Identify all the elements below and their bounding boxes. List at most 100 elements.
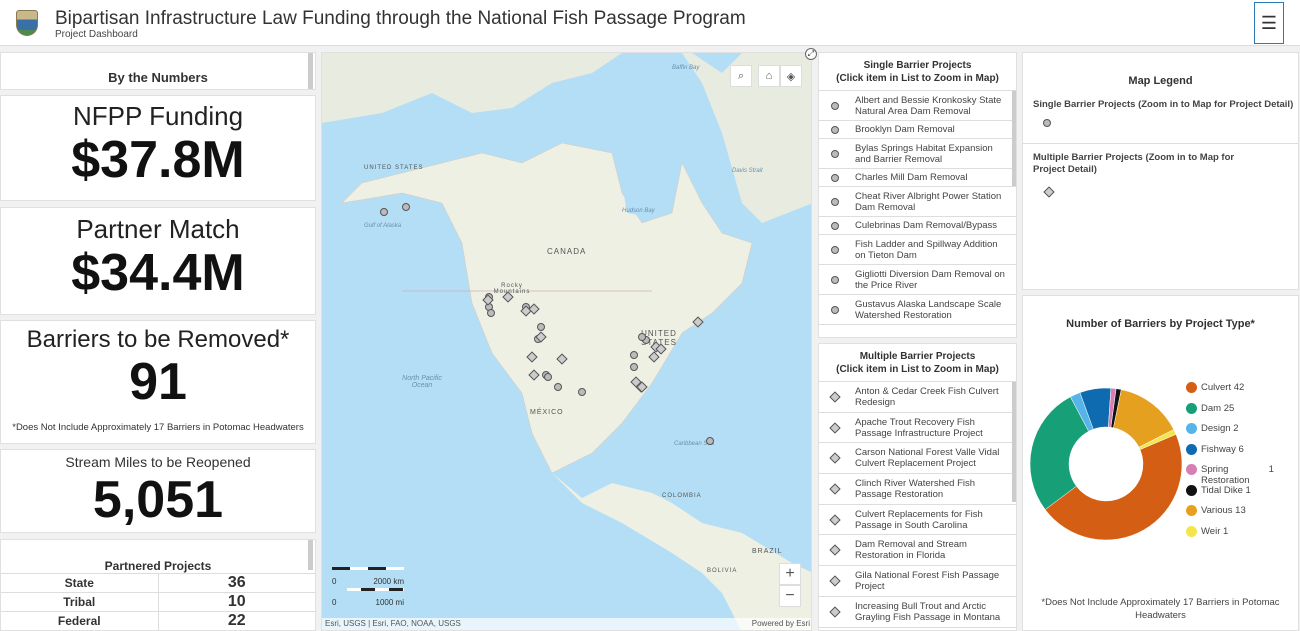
multiple-barrier-list: Multiple Barrier Projects (Click item in… (818, 343, 1017, 631)
legend-value: 1 (1245, 484, 1251, 496)
legend-single-label: Single Barrier Projects (Zoom in to Map … (1033, 99, 1294, 110)
map-label-us: UNITED STATES (641, 329, 677, 347)
list-item[interactable]: Carson National Forest Valle Vidal Culve… (819, 443, 1016, 475)
map-label-brazil: BRAZIL (752, 548, 783, 555)
layers-icon: ◈ (786, 70, 796, 83)
map-label-bolivia: BOLIVIA (707, 568, 738, 574)
circle-icon (831, 125, 839, 134)
donut-chart (1029, 387, 1183, 541)
project-name: Anton & Cedar Creek Fish Culvert Redesig… (855, 385, 999, 408)
barrier-type-chart: Number of Barriers by Project Type* Culv… (1022, 295, 1299, 631)
legend-swatch (1186, 484, 1197, 496)
diamond-symbol-icon (1043, 186, 1055, 198)
scale-zero: 0 (332, 598, 337, 607)
powered-by-esri[interactable]: Powered by Esri (751, 619, 810, 628)
home-button[interactable]: ⌂ (758, 65, 780, 87)
partner-type: Tribal (1, 592, 158, 612)
single-barrier-marker[interactable] (380, 208, 388, 216)
single-barrier-marker[interactable] (487, 309, 495, 317)
list-item[interactable]: Increasing Bull Trout and Arctic Graylin… (819, 597, 1016, 628)
donut-slice-culvert[interactable] (1044, 433, 1183, 541)
zoom-in-button[interactable]: + (779, 563, 801, 585)
search-icon: ⌕ (737, 69, 745, 82)
table-row: Federal 22 (1, 611, 315, 630)
legend-swatch (1186, 423, 1197, 434)
layers-button[interactable]: ◈ (780, 65, 802, 87)
legend-label: Fishway (1201, 443, 1236, 455)
project-name: Carson National Forest Valle Vidal Culve… (855, 447, 1000, 470)
list-item[interactable]: Gigliotti Diversion Dam Removal on the P… (819, 265, 1016, 295)
diamond-icon (829, 513, 841, 526)
circle-icon (831, 221, 839, 230)
single-barrier-marker[interactable] (402, 203, 410, 211)
donut-slice-weir[interactable] (1138, 429, 1177, 450)
legend-item[interactable]: Tidal Dike 1 (1186, 484, 1296, 506)
legend-label: Weir (1201, 525, 1221, 537)
legend-multiple-label: Multiple Barrier Projects (Zoom in to Ma… (1033, 152, 1235, 175)
map-label-canada: CANADA (547, 247, 587, 256)
indicator-value: 91 (129, 353, 187, 411)
diamond-icon (829, 421, 841, 434)
legend-label: Culvert (1201, 382, 1232, 393)
legend-item[interactable]: Culvert 42 (1186, 382, 1296, 403)
single-barrier-marker[interactable] (638, 333, 646, 341)
indicator-value: $34.4M (71, 244, 245, 302)
single-barrier-list: Single Barrier Projects (Click item in L… (818, 52, 1017, 338)
single-barrier-marker[interactable] (630, 363, 638, 371)
list-item[interactable]: Gustavus Alaska Landscape Scale Watershe… (819, 295, 1016, 325)
list-item[interactable]: Culebrinas Dam Removal/Bypass (819, 217, 1016, 235)
legend-value: 13 (1235, 505, 1246, 516)
legend-item[interactable]: Dam 25 (1186, 402, 1296, 424)
partner-count: 22 (157, 611, 315, 630)
indicator-label: Partner Match (76, 214, 240, 244)
zoom-out-button[interactable]: − (779, 585, 801, 607)
indicator-value: $37.8M (71, 131, 245, 189)
legend-item[interactable]: Design 2 (1186, 423, 1296, 444)
diamond-icon (829, 605, 841, 618)
legend-value: 2 (1233, 423, 1239, 434)
list-item[interactable]: Culvert Replacements for Fish Passage in… (819, 505, 1016, 536)
legend-item[interactable]: Various 13 (1186, 505, 1296, 526)
single-barrier-marker[interactable] (578, 388, 586, 396)
map-label-colombia: COLOMBIA (662, 493, 702, 499)
list-item[interactable]: Dam Removal and Stream Restoration in Fl… (819, 535, 1016, 567)
list-item[interactable]: Brooklyn Dam Removal (819, 121, 1016, 139)
list-item[interactable]: Bylas Springs Habitat Expansion and Barr… (819, 139, 1016, 169)
map-attribution[interactable]: Esri, USGS | Esri, FAO, NOAA, USGS (325, 619, 461, 628)
donut-slice-dam[interactable] (1029, 396, 1089, 510)
table-title: Partnered Projects (104, 559, 212, 573)
list-item[interactable]: Albert and Bessie Kronkosky State Natura… (819, 91, 1016, 121)
list-item[interactable]: Clinch River Watershed Fish Passage Rest… (819, 474, 1016, 505)
list-item[interactable]: Cheat River Albright Power Station Dam R… (819, 187, 1016, 217)
scale-zero: 0 (332, 577, 337, 586)
legend-item[interactable]: Fishway 6 (1186, 443, 1296, 465)
list-item[interactable]: Gila National Forest Fish Passage Projec… (819, 566, 1016, 597)
legend-item[interactable]: Weir 1 (1186, 525, 1296, 547)
legend-value: 6 (1238, 443, 1244, 455)
circle-icon (831, 197, 839, 206)
project-name: Culvert Replacements for Fish Passage in… (855, 508, 983, 531)
project-name: Charles Mill Dam Removal (855, 172, 968, 183)
map-label-rocky: Rocky Mountains (493, 283, 531, 295)
list-item[interactable]: Charles Mill Dam Removal (819, 169, 1016, 187)
single-barrier-marker[interactable] (544, 373, 552, 381)
single-barrier-marker[interactable] (537, 323, 545, 331)
legend-swatch (1186, 382, 1197, 393)
expand-map-button[interactable]: ⤢ (805, 48, 817, 60)
single-barrier-marker[interactable] (630, 351, 638, 359)
single-barrier-marker[interactable] (706, 437, 714, 445)
table-row: State 36 (1, 573, 315, 593)
search-button[interactable]: ⌕ (730, 65, 752, 87)
project-name: Apache Trout Recovery Fish Passage Infra… (855, 416, 983, 439)
menu-button[interactable]: ☰ (1254, 2, 1284, 44)
list-item[interactable]: Apache Trout Recovery Fish Passage Infra… (819, 413, 1016, 444)
legend-title: Map Legend (1128, 75, 1193, 87)
single-barrier-marker[interactable] (554, 383, 562, 391)
map-label-alaska: UNITED STATES (364, 165, 424, 171)
legend-item[interactable]: Spring Restoration 1 (1186, 464, 1296, 486)
list-item[interactable]: Fish Ladder and Spillway Addition on Tie… (819, 235, 1016, 265)
list-item[interactable]: Anton & Cedar Creek Fish Culvert Redesig… (819, 382, 1016, 413)
circle-symbol-icon (1043, 119, 1051, 127)
project-name: Fish Ladder and Spillway Addition on Tie… (855, 238, 998, 261)
map-view[interactable]: CANADA UNITED STATES MÉXICO UNITED STATES No… (321, 52, 812, 631)
